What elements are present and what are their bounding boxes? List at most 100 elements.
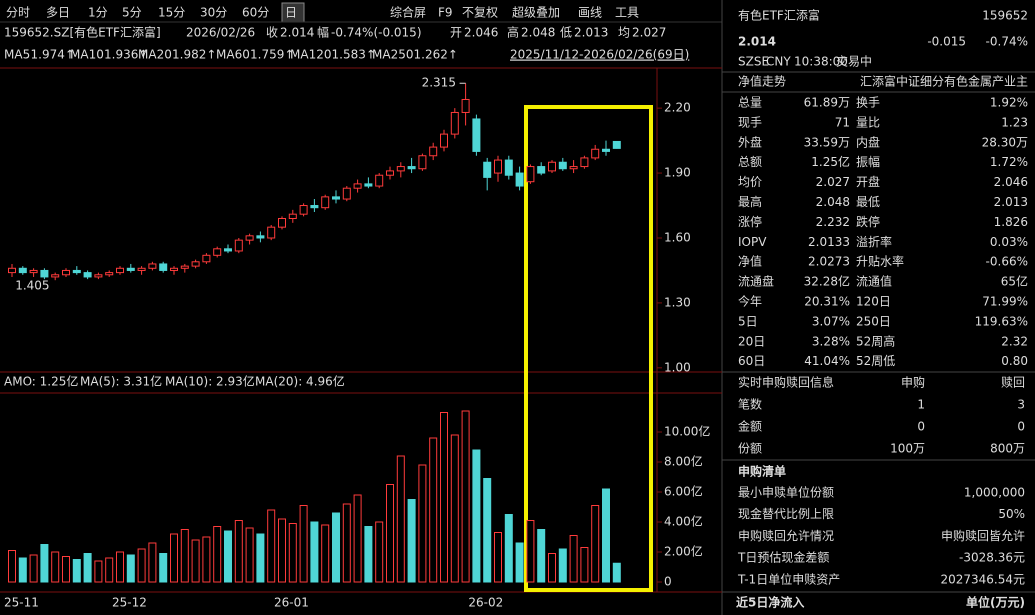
- y-tick-label: 2.20: [664, 101, 691, 115]
- volume-bar: [342, 503, 351, 583]
- ma-label: MA10: [70, 48, 104, 62]
- ma-label: MA20: [138, 48, 172, 62]
- volume-bar: [515, 542, 524, 583]
- quote-value: 2.014: [280, 26, 314, 40]
- candle-body: [94, 274, 103, 278]
- volume-bar: [159, 553, 168, 583]
- candle-body: [440, 133, 448, 148]
- stat-label: 跌停: [856, 214, 880, 229]
- toolbar-button[interactable]: 分时: [6, 6, 30, 20]
- quote-value: 2.027: [632, 26, 666, 40]
- toolbar-button[interactable]: 1分: [88, 6, 108, 20]
- volume-bar: [234, 520, 243, 583]
- candle-body: [40, 269, 49, 278]
- quote-label: 低: [560, 26, 572, 40]
- toolbar-button[interactable]: 日: [285, 6, 297, 20]
- volume-bar: [558, 548, 567, 583]
- volume-bar: [116, 551, 124, 583]
- volume-bar: [548, 553, 556, 583]
- row-label: 份额: [738, 442, 762, 456]
- section-title: 净值走势: [738, 74, 786, 89]
- toolbar-button[interactable]: 综合屏: [390, 5, 426, 20]
- toolbar-button[interactable]: 5分: [122, 6, 142, 20]
- stat-value: 119.63%: [975, 314, 1028, 328]
- stat-value: 2.0133: [808, 235, 850, 249]
- stat-label: 涨停: [738, 214, 762, 229]
- volume-bar: [105, 557, 114, 583]
- candle-body: [526, 166, 535, 183]
- date-range: 2025/11/12-2026/02/26(69日): [510, 48, 689, 62]
- stat-label: 52周低: [856, 354, 895, 368]
- candle-body: [8, 267, 16, 274]
- toolbar-button[interactable]: 15分: [158, 6, 185, 20]
- toolbar-button[interactable]: 多日: [46, 6, 70, 20]
- candle-body: [364, 183, 373, 187]
- stat-value: 0.80: [1001, 354, 1028, 368]
- stat-label: 52周高: [856, 333, 895, 348]
- volume-bar: [256, 533, 265, 583]
- candle-body: [148, 263, 157, 269]
- volume-bar: [450, 434, 459, 583]
- volume-bar: [321, 524, 330, 583]
- toolbar-button[interactable]: 画线: [578, 6, 602, 20]
- volume-bar: [202, 536, 211, 583]
- candle-body: [537, 166, 546, 174]
- row-label: 最小申赎单位份额: [738, 485, 834, 500]
- quote-label: 均: [618, 26, 630, 40]
- row-label: T日预估现金差额: [737, 550, 829, 565]
- volume-bar: [29, 554, 38, 583]
- candle-body: [602, 148, 610, 152]
- candle-body: [504, 159, 513, 176]
- toolbar-button[interactable]: 不复权: [462, 6, 498, 20]
- volume-bar: [137, 548, 146, 583]
- last-price: 2.014: [738, 35, 776, 49]
- toolbar-button[interactable]: 30分: [200, 6, 227, 20]
- volume-bar: [537, 529, 546, 583]
- stat-label: IOPV: [738, 235, 767, 249]
- cell-value: 100万: [890, 442, 925, 456]
- candle-body: [612, 140, 621, 149]
- volume-bar: [62, 556, 70, 583]
- stat-label: 内盘: [856, 134, 880, 149]
- candle-body: [461, 98, 470, 113]
- stat-value: 2.027: [816, 175, 850, 189]
- volume-bar: [83, 553, 92, 583]
- volume-bar: [332, 512, 340, 583]
- y-tick-label: 0: [664, 575, 672, 589]
- volume-bar: [429, 437, 438, 583]
- cell-value: 1: [917, 398, 925, 412]
- stat-label: 今年: [738, 294, 762, 309]
- stat-value: 2.32: [1001, 334, 1028, 348]
- volume-bar: [612, 562, 621, 583]
- security-code: 159652: [982, 9, 1028, 23]
- candle-body: [288, 213, 297, 220]
- stat-label: 振幅: [856, 154, 880, 169]
- volume-legend: AMO: 1.25亿: [4, 374, 78, 389]
- candle-body: [72, 269, 81, 274]
- toolbar-button[interactable]: 工具: [615, 6, 639, 20]
- stat-value: 1.92%: [990, 96, 1028, 110]
- quote-label: 开: [450, 26, 462, 40]
- volume-bar: [18, 557, 27, 583]
- toolbar-button[interactable]: 超级叠加: [512, 5, 560, 20]
- candle-body: [310, 205, 319, 209]
- volume-bar: [375, 521, 384, 583]
- volume-bar: [364, 526, 373, 583]
- candle-body: [180, 265, 189, 269]
- volume-bar: [191, 539, 200, 583]
- volume-bar: [483, 478, 492, 583]
- y-tick-label: 2.00亿: [664, 544, 703, 559]
- candle-body: [278, 218, 286, 228]
- volume-bar: [94, 560, 103, 583]
- volume-bar: [602, 488, 610, 583]
- volume-bar: [440, 412, 448, 583]
- toolbar-button[interactable]: F9: [438, 6, 453, 20]
- stat-value: 1.23: [1001, 115, 1028, 129]
- toolbar-button[interactable]: 60分: [242, 6, 269, 20]
- volume-bar: [40, 544, 49, 583]
- candle-body: [353, 183, 362, 189]
- candle-body: [472, 118, 481, 152]
- volume-legend: MA(10): 2.93亿: [165, 374, 255, 389]
- candle-body: [429, 146, 438, 157]
